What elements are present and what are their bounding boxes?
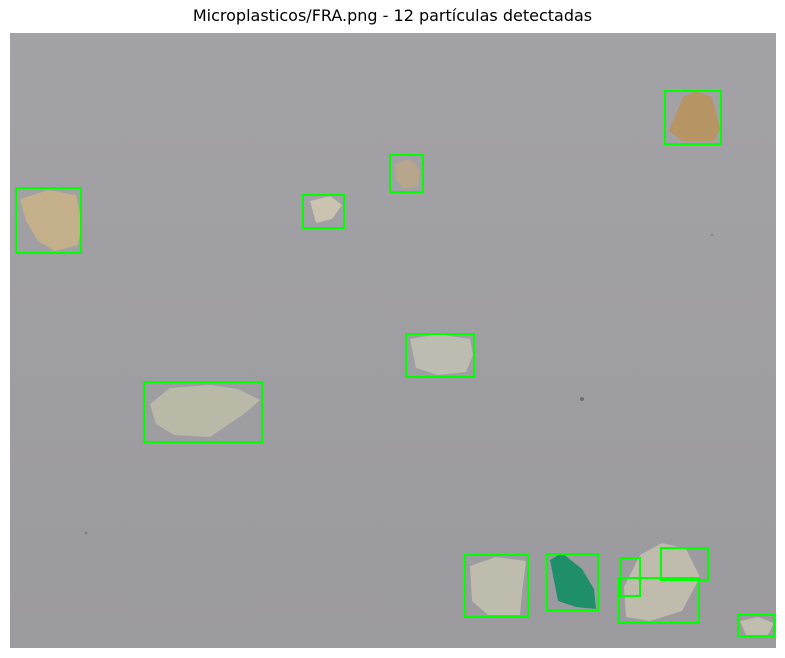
detection-box-12	[737, 614, 775, 637]
particle-image	[10, 33, 776, 648]
detection-box-4	[664, 90, 722, 145]
particles	[20, 91, 774, 635]
detection-box-5	[405, 333, 475, 378]
debris-dot	[84, 531, 88, 535]
detection-box-2	[302, 194, 345, 229]
detection-boxes	[15, 90, 775, 637]
detection-box-9	[618, 577, 700, 624]
particle-10	[740, 617, 774, 635]
detection-box-11	[660, 547, 709, 581]
image-background	[10, 33, 776, 648]
particle-8	[550, 553, 596, 609]
detection-box-10	[620, 557, 641, 597]
detection-box-1	[15, 187, 82, 254]
particle-3	[395, 159, 420, 189]
detection-box-6	[143, 381, 263, 443]
figure-title: Microplasticos/FRA.png - 12 partículas d…	[192, 6, 593, 25]
particle-5	[410, 334, 473, 375]
debris-dot	[580, 397, 584, 401]
particle-7	[470, 557, 526, 615]
particle-9	[624, 543, 700, 621]
debris-dot	[710, 233, 714, 237]
particle-6	[150, 385, 260, 437]
detection-box-7	[464, 554, 529, 618]
particle-4	[669, 91, 720, 141]
particle-2	[310, 196, 342, 223]
particle-1	[20, 190, 82, 251]
detection-box-8	[546, 553, 599, 611]
particle-image-canvas	[10, 33, 776, 648]
detection-box-3	[389, 154, 424, 193]
